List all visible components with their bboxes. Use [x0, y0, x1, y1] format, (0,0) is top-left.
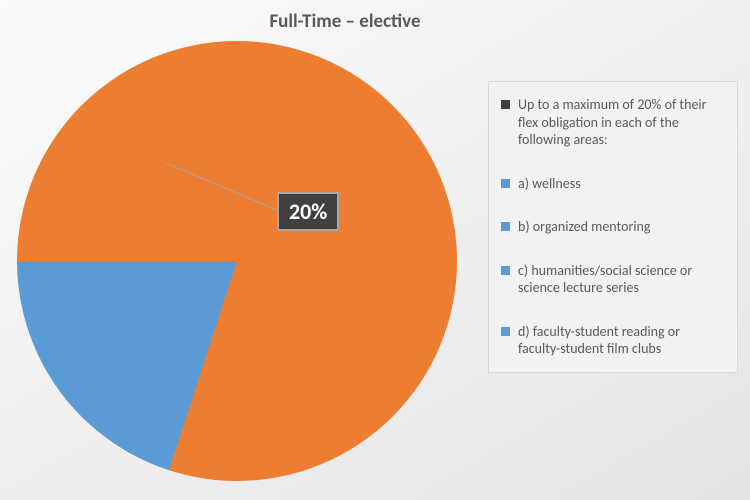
- legend-swatch: [501, 179, 510, 188]
- legend-label: b) organized mentoring: [518, 218, 651, 236]
- pie-wrap: 20%: [17, 41, 457, 481]
- legend-item: a) wellness: [501, 175, 725, 193]
- data-label-leader: [17, 41, 457, 481]
- chart-title: Full-Time – elective: [12, 10, 738, 33]
- legend-label: d) faculty-student reading or faculty-st…: [518, 323, 725, 358]
- legend-item: Up to a maximum of 20% of their flex obl…: [501, 96, 725, 149]
- chart-container: Full-Time – elective 20% Up to a maximum…: [0, 0, 750, 500]
- legend-label: a) wellness: [518, 175, 581, 193]
- legend-label: Up to a maximum of 20% of their flex obl…: [518, 96, 725, 149]
- legend-swatch: [501, 100, 510, 109]
- legend-label: c) humanities/social science or science …: [518, 262, 725, 297]
- pie-data-label: 20%: [277, 192, 339, 231]
- legend-item: d) faculty-student reading or faculty-st…: [501, 323, 725, 358]
- legend-swatch: [501, 266, 510, 275]
- legend-swatch: [501, 222, 510, 231]
- legend: Up to a maximum of 20% of their flex obl…: [488, 81, 738, 373]
- legend-swatch: [501, 327, 510, 336]
- leader-path: [166, 163, 277, 210]
- legend-item: c) humanities/social science or science …: [501, 262, 725, 297]
- chart-body: 20% Up to a maximum of 20% of their flex…: [12, 41, 738, 481]
- legend-item: b) organized mentoring: [501, 218, 725, 236]
